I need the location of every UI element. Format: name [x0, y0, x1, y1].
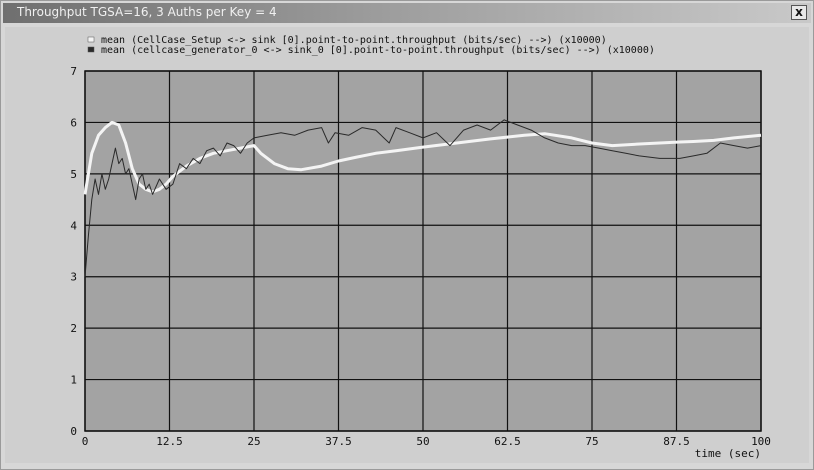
chart-area: 0 12.5 25 37.5 50 62.5 75 87.5 100 0 1 2 3 4 5 6 7 mean (…: [5, 27, 809, 463]
legend-swatch-1: [87, 36, 95, 43]
y-tick-label: 6: [70, 116, 77, 129]
x-tick-label: 100: [751, 435, 771, 448]
y-tick-label: 7: [70, 65, 77, 78]
x-tick-label: 75: [585, 435, 598, 448]
y-tick-label: 2: [70, 322, 77, 335]
x-tick-label: 37.5: [325, 435, 352, 448]
y-tick-label: 1: [70, 374, 77, 387]
legend-label-2: mean (cellcase_generator_0 <-> sink_0 [0…: [101, 45, 655, 56]
y-tick-label: 0: [70, 425, 77, 438]
close-button[interactable]: x: [791, 5, 807, 20]
series-line-2: [84, 119, 762, 277]
series-line-1: [83, 120, 762, 195]
x-tick-label: 62.5: [494, 435, 521, 448]
x-tick-label: 25: [247, 435, 260, 448]
legend-label-1: mean (CellCase_Setup <-> sink [0].point-…: [101, 35, 607, 46]
x-axis-label: time (sec): [695, 447, 761, 460]
x-tick-label: 12.5: [156, 435, 183, 448]
y-tick-label: 4: [70, 219, 77, 232]
title-bar[interactable]: Throughput TGSA=16, 3 Auths per Key = 4 …: [3, 3, 811, 23]
x-tick-label: 0: [82, 435, 89, 448]
y-tick-label: 3: [70, 271, 77, 284]
legend-swatch-2: [87, 46, 95, 53]
x-tick-label: 50: [416, 435, 429, 448]
window-title: Throughput TGSA=16, 3 Auths per Key = 4: [17, 5, 277, 19]
x-tick-label: 87.5: [663, 435, 690, 448]
line-chart: 0 12.5 25 37.5 50 62.5 75 87.5 100 0 1 2 3 4 5 6 7 mean (…: [70, 35, 771, 460]
y-tick-label: 5: [70, 168, 77, 181]
